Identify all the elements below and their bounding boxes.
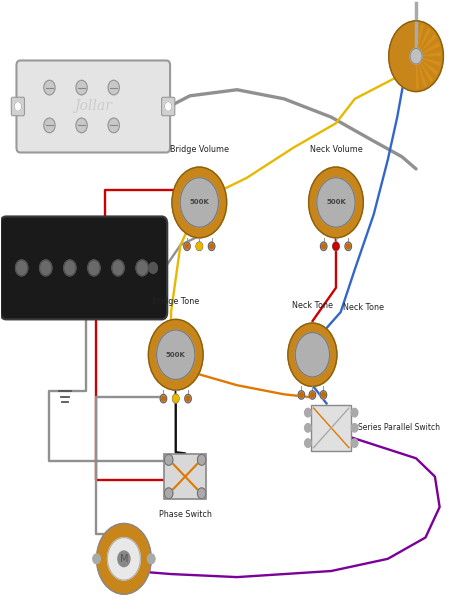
FancyBboxPatch shape <box>311 405 351 450</box>
Circle shape <box>164 454 173 465</box>
Circle shape <box>317 177 355 227</box>
Circle shape <box>108 537 140 580</box>
FancyBboxPatch shape <box>164 453 206 499</box>
Circle shape <box>208 242 215 250</box>
Circle shape <box>76 118 87 133</box>
Circle shape <box>295 332 329 377</box>
Circle shape <box>172 167 227 238</box>
Circle shape <box>345 242 352 250</box>
Circle shape <box>174 396 178 401</box>
Circle shape <box>322 244 326 248</box>
Circle shape <box>164 488 173 499</box>
Wedge shape <box>416 56 427 87</box>
Circle shape <box>118 551 130 567</box>
Circle shape <box>389 21 443 92</box>
Wedge shape <box>416 42 440 56</box>
Circle shape <box>162 396 165 401</box>
Wedge shape <box>416 34 437 56</box>
Text: 500K: 500K <box>190 200 209 206</box>
Text: Jollar: Jollar <box>74 100 112 113</box>
Circle shape <box>321 392 325 397</box>
Circle shape <box>305 424 311 432</box>
Circle shape <box>173 395 179 402</box>
Text: Bridge Volume: Bridge Volume <box>170 144 229 154</box>
Circle shape <box>320 242 327 250</box>
Circle shape <box>180 177 219 227</box>
Circle shape <box>40 260 52 276</box>
FancyBboxPatch shape <box>17 61 170 152</box>
Circle shape <box>160 394 167 403</box>
Wedge shape <box>416 56 433 83</box>
Circle shape <box>88 260 100 276</box>
Circle shape <box>185 244 189 248</box>
Circle shape <box>76 80 87 95</box>
Text: 500K: 500K <box>166 352 186 358</box>
Circle shape <box>93 554 100 564</box>
Circle shape <box>310 392 314 397</box>
Text: Phase Switch: Phase Switch <box>159 510 211 520</box>
Circle shape <box>320 390 327 399</box>
Circle shape <box>351 439 358 447</box>
Circle shape <box>44 80 55 95</box>
Circle shape <box>288 323 337 386</box>
Circle shape <box>44 118 55 133</box>
Circle shape <box>196 242 202 250</box>
Text: Neck Tone: Neck Tone <box>292 300 333 310</box>
Wedge shape <box>416 28 431 56</box>
Text: Neck Tone: Neck Tone <box>343 303 384 312</box>
Circle shape <box>185 394 191 403</box>
FancyBboxPatch shape <box>0 217 167 319</box>
Circle shape <box>184 242 190 250</box>
Circle shape <box>64 260 76 276</box>
Wedge shape <box>416 24 424 56</box>
Circle shape <box>351 424 358 432</box>
Circle shape <box>16 260 28 276</box>
Text: Bridge Tone: Bridge Tone <box>152 297 200 306</box>
Circle shape <box>148 319 203 390</box>
Circle shape <box>309 390 316 399</box>
Circle shape <box>197 242 202 250</box>
FancyBboxPatch shape <box>11 97 25 116</box>
Circle shape <box>149 263 157 274</box>
Circle shape <box>197 488 206 499</box>
Text: Neck Volume: Neck Volume <box>310 144 362 154</box>
FancyBboxPatch shape <box>162 97 175 116</box>
Text: M: M <box>119 554 128 564</box>
Text: Series Parallel Switch: Series Parallel Switch <box>358 424 440 432</box>
Wedge shape <box>416 56 441 66</box>
Circle shape <box>197 454 206 465</box>
Circle shape <box>346 244 350 248</box>
Circle shape <box>410 48 422 64</box>
Circle shape <box>164 102 172 111</box>
Circle shape <box>112 260 124 276</box>
Circle shape <box>334 244 338 248</box>
Circle shape <box>97 523 151 594</box>
Circle shape <box>305 439 311 447</box>
Circle shape <box>210 244 213 248</box>
Circle shape <box>108 118 119 133</box>
Circle shape <box>351 408 358 417</box>
Text: 500K: 500K <box>326 200 346 206</box>
Wedge shape <box>416 56 438 75</box>
Circle shape <box>333 242 339 250</box>
Circle shape <box>136 260 148 276</box>
Circle shape <box>298 390 305 399</box>
Circle shape <box>156 330 195 379</box>
Circle shape <box>309 167 363 238</box>
Circle shape <box>305 408 311 417</box>
Wedge shape <box>416 56 419 89</box>
Circle shape <box>197 244 201 248</box>
Circle shape <box>173 394 179 403</box>
Wedge shape <box>416 52 441 56</box>
Circle shape <box>14 102 21 111</box>
Circle shape <box>108 80 119 95</box>
Circle shape <box>147 554 155 564</box>
Circle shape <box>300 392 303 397</box>
Circle shape <box>333 242 339 250</box>
Circle shape <box>186 396 190 401</box>
